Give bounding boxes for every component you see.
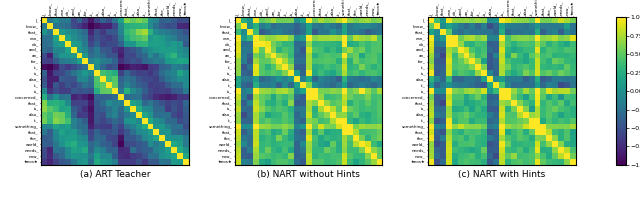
X-axis label: (c) NART with Hints: (c) NART with Hints	[458, 171, 545, 179]
X-axis label: (a) ART Teacher: (a) ART Teacher	[79, 171, 150, 179]
X-axis label: (b) NART without Hints: (b) NART without Hints	[257, 171, 360, 179]
